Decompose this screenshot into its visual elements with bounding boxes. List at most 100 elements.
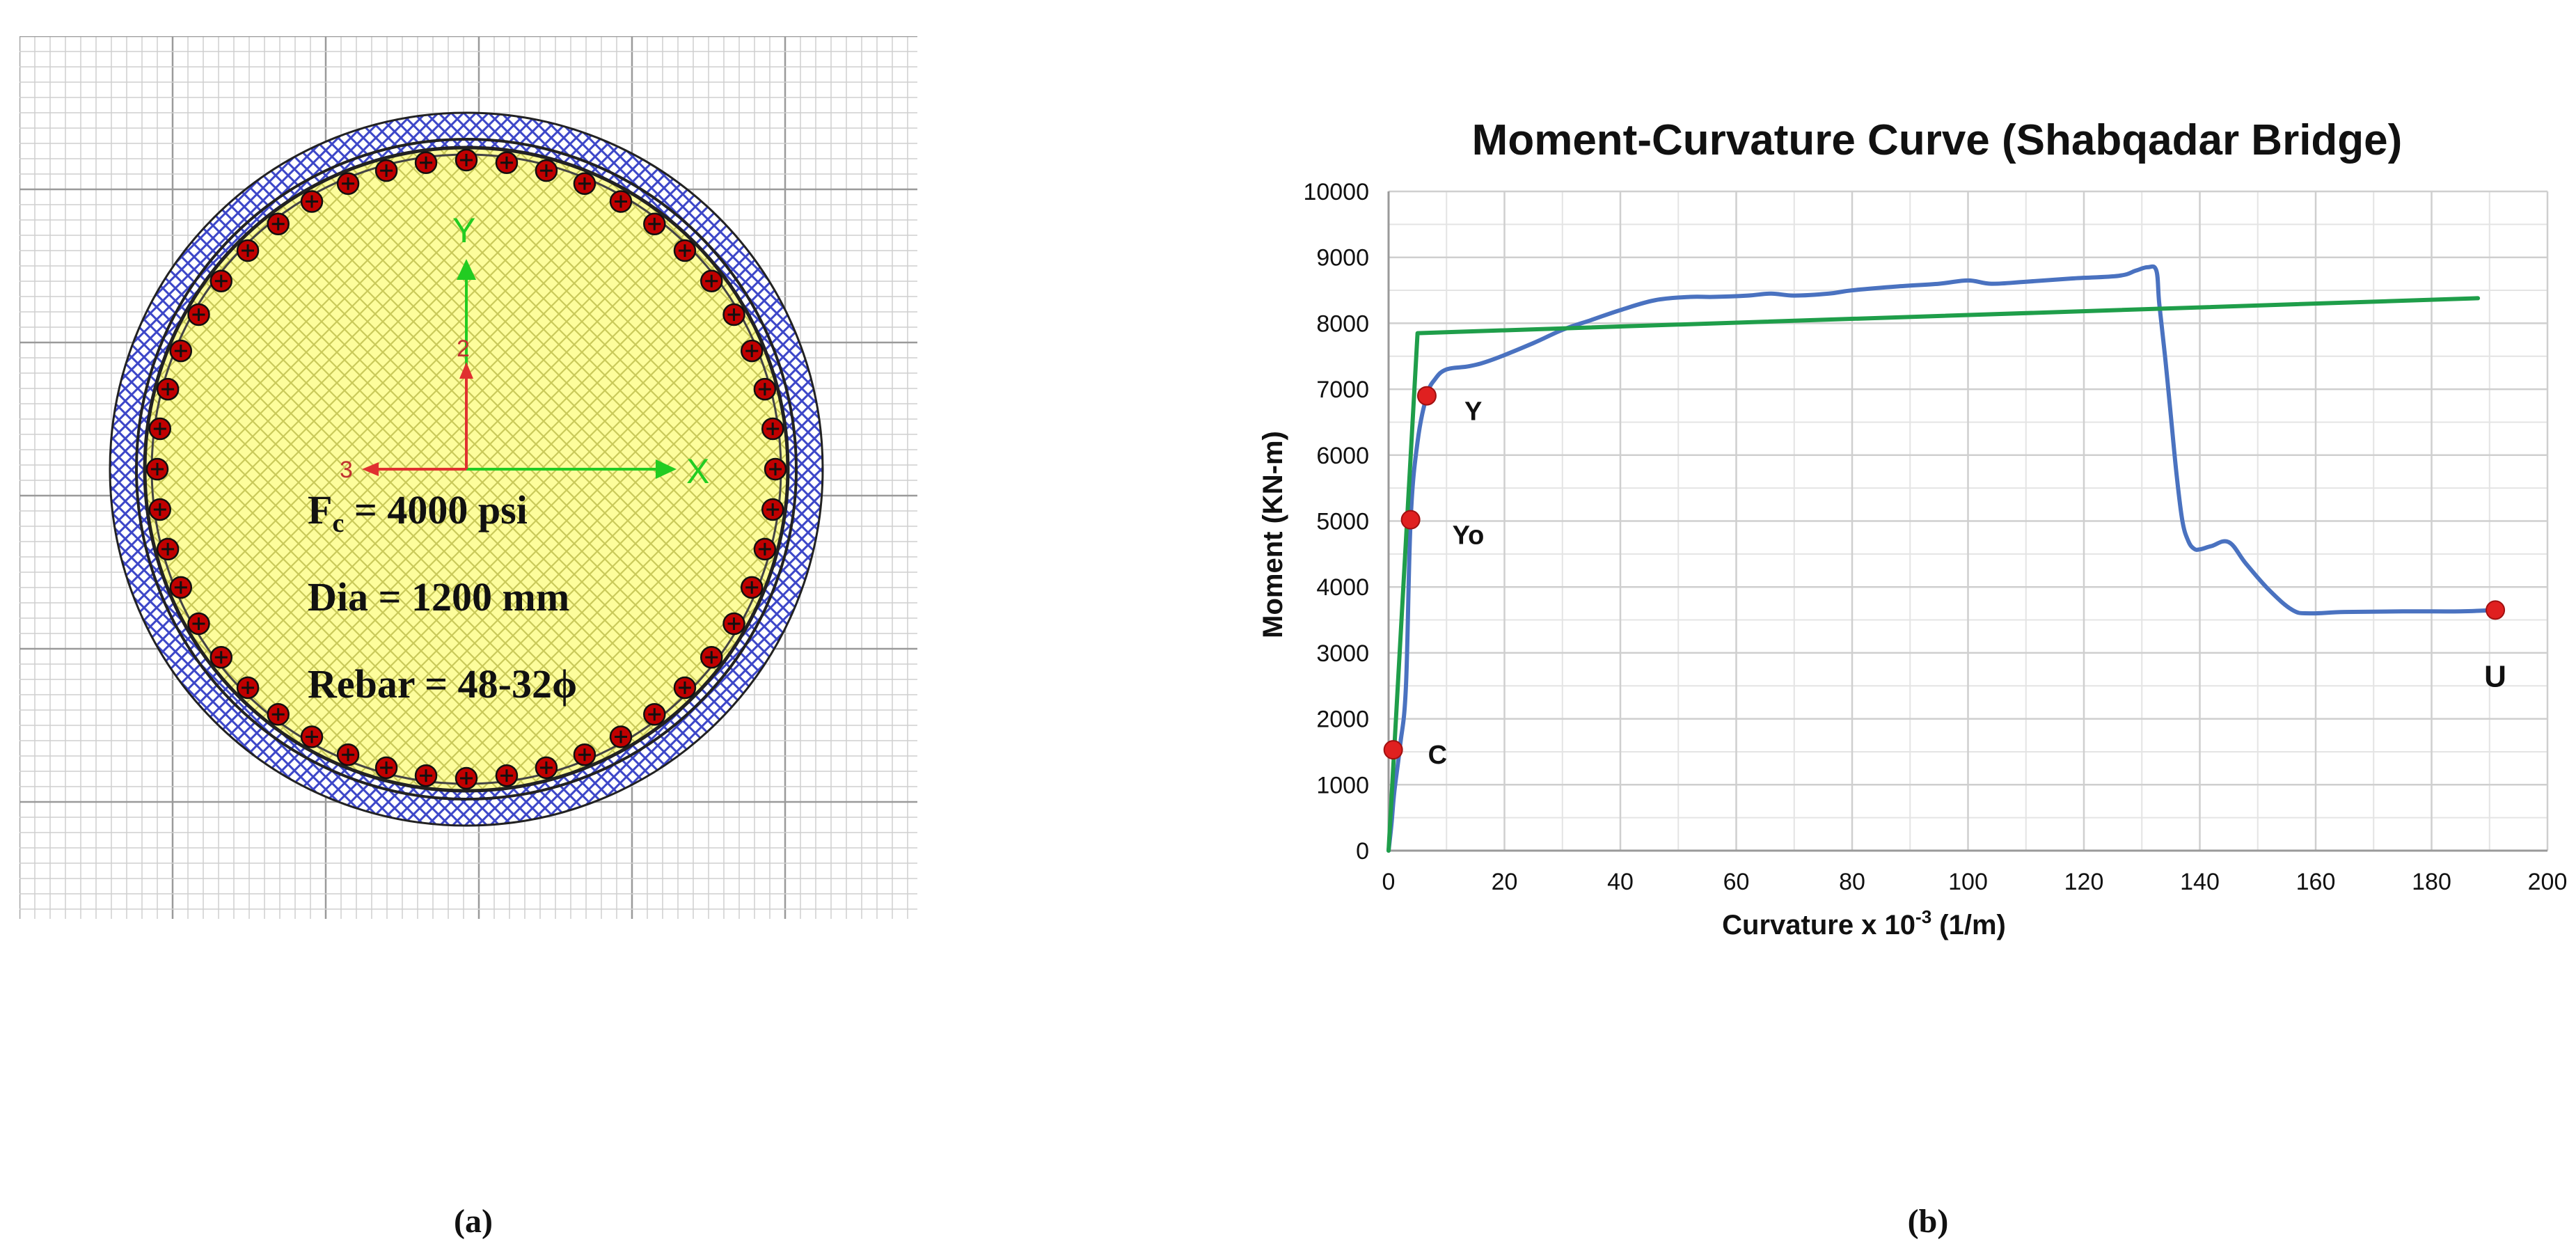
- rebar-bar: [495, 151, 519, 175]
- cover-inner-line: [135, 138, 798, 801]
- chart-points: C Yo Y U: [1383, 386, 2506, 770]
- rebar-bar: [535, 159, 558, 182]
- chart-axes: [1387, 191, 2547, 852]
- rebar-bar: [267, 212, 290, 236]
- section-axes: Y X 2 3: [340, 211, 709, 491]
- diameter-label: Dia = 1200 mm: [308, 574, 569, 620]
- rebar-bar: [609, 190, 633, 213]
- rebar-bar: [700, 646, 723, 669]
- y-tick-label: 0: [1356, 838, 1369, 865]
- idealized-bilinear-line: [1386, 296, 2481, 853]
- chart-title: Moment-Curvature Curve (Shabqadar Bridge…: [1472, 116, 2403, 164]
- rebar-bar: [700, 269, 723, 292]
- y-tick-label: 1000: [1316, 772, 1369, 798]
- point-c: [1383, 740, 1403, 760]
- point-label-y: Y: [1464, 397, 1482, 427]
- y-tick-label: 3000: [1316, 640, 1369, 667]
- x-axis-label: Curvature x 10-3 (1/m): [1722, 906, 2006, 940]
- rebar-bar: [535, 756, 558, 780]
- y-tick-label: 5000: [1316, 509, 1369, 535]
- rebar-bar: [740, 339, 764, 363]
- rebar-bar: [210, 646, 233, 669]
- x-tick-label: 160: [2296, 869, 2336, 895]
- rebar-bar: [573, 743, 596, 766]
- y-tick-label: 6000: [1316, 443, 1369, 469]
- concrete-strength-label: Fc = 4000 psi: [308, 487, 528, 538]
- rebar-bar: [300, 190, 324, 213]
- rebar-bar: [374, 159, 398, 182]
- rebar-ring: [145, 148, 787, 790]
- rebar-bar: [145, 457, 169, 481]
- x-tick-label: 120: [2064, 869, 2104, 895]
- point-y: [1416, 386, 1437, 406]
- axis-x-label: X: [686, 452, 709, 491]
- panel-b-caption: (b): [1908, 1203, 1949, 1240]
- chart-series: [1386, 264, 2498, 853]
- panel-a-caption: (a): [454, 1203, 493, 1240]
- rebar-bar: [722, 612, 745, 636]
- rebar-bar: [148, 417, 172, 441]
- x-tick-labels: 0 20 40 60 80 100 120 140 160 180 200: [1382, 869, 2568, 895]
- axis-y-label: Y: [452, 211, 475, 250]
- y-tick-labels: 0 1000 2000 3000 4000 5000 6000 7000 8000 9000 100…: [1303, 179, 1369, 865]
- y-tick-label: 9000: [1316, 245, 1369, 271]
- rebar-bar: [169, 576, 193, 599]
- rebar-bar: [187, 303, 210, 326]
- y-tick-label: 10000: [1303, 179, 1369, 205]
- x-tick-label: 80: [1839, 869, 1865, 895]
- y-tick-label: 4000: [1316, 574, 1369, 601]
- rebar-bar: [573, 172, 596, 196]
- x-tick-label: 0: [1382, 869, 1396, 895]
- rebar-bar: [761, 498, 784, 521]
- rebar-bar: [300, 725, 324, 748]
- rebar-label: Rebar = 48-32ϕ: [308, 661, 577, 707]
- rebar-bar: [156, 537, 180, 561]
- rebar-bar: [673, 676, 697, 700]
- rebar-bar: [156, 377, 180, 401]
- x-tick-label: 60: [1723, 869, 1750, 895]
- x-tick-label: 20: [1492, 869, 1518, 895]
- rebar-bar: [169, 339, 193, 363]
- rebar-bar: [187, 612, 210, 636]
- y-axis-label: Moment (KN-m): [1258, 431, 1288, 638]
- rebar-bar: [495, 764, 519, 787]
- axis-3-label: 3: [340, 457, 353, 483]
- rebar-bar: [609, 725, 633, 748]
- y-tick-label: 7000: [1316, 377, 1369, 403]
- rebar-bar: [643, 702, 666, 726]
- rebar-bar: [336, 172, 360, 196]
- rebar-bar: [414, 151, 438, 175]
- y-tick-label: 2000: [1316, 707, 1369, 733]
- rebar-bar: [764, 457, 787, 481]
- chart-panel: Moment-Curvature Curve (Shabqadar Bridge…: [1258, 116, 2567, 1240]
- rebar-bar: [753, 377, 777, 401]
- moment-curvature-line: [1386, 264, 2498, 853]
- rebar-bar: [374, 756, 398, 780]
- x-tick-label: 200: [2528, 869, 2568, 895]
- point-u: [2486, 600, 2506, 620]
- x-tick-label: 140: [2180, 869, 2220, 895]
- axis-2-label: 2: [457, 336, 470, 362]
- rebar-bar: [722, 303, 745, 326]
- rebar-bar: [414, 764, 438, 787]
- chart-gridlines: [1387, 190, 2549, 852]
- point-label-c: C: [1428, 741, 1447, 770]
- point-label-yo: Yo: [1453, 521, 1485, 551]
- y-tick-label: 8000: [1316, 310, 1369, 337]
- rebar-bar: [455, 766, 478, 790]
- rebar-bar: [336, 743, 360, 766]
- x-tick-label: 100: [1948, 869, 1988, 895]
- rebar-bar: [761, 417, 784, 441]
- rebar-bar: [236, 676, 260, 700]
- point-label-u: U: [2484, 659, 2506, 693]
- point-yo: [1400, 510, 1421, 530]
- rebar-bar: [455, 148, 478, 172]
- rebar-bar: [267, 702, 290, 726]
- rebar-bar: [148, 498, 172, 521]
- rebar-bar: [673, 239, 697, 262]
- rebar-bar: [210, 269, 233, 292]
- rebar-bar: [740, 576, 764, 599]
- rebar-bar: [236, 239, 260, 262]
- section-panel: Y X 2 3 Fc = 4000 psi Dia = 1200 mm Reba…: [19, 36, 917, 1240]
